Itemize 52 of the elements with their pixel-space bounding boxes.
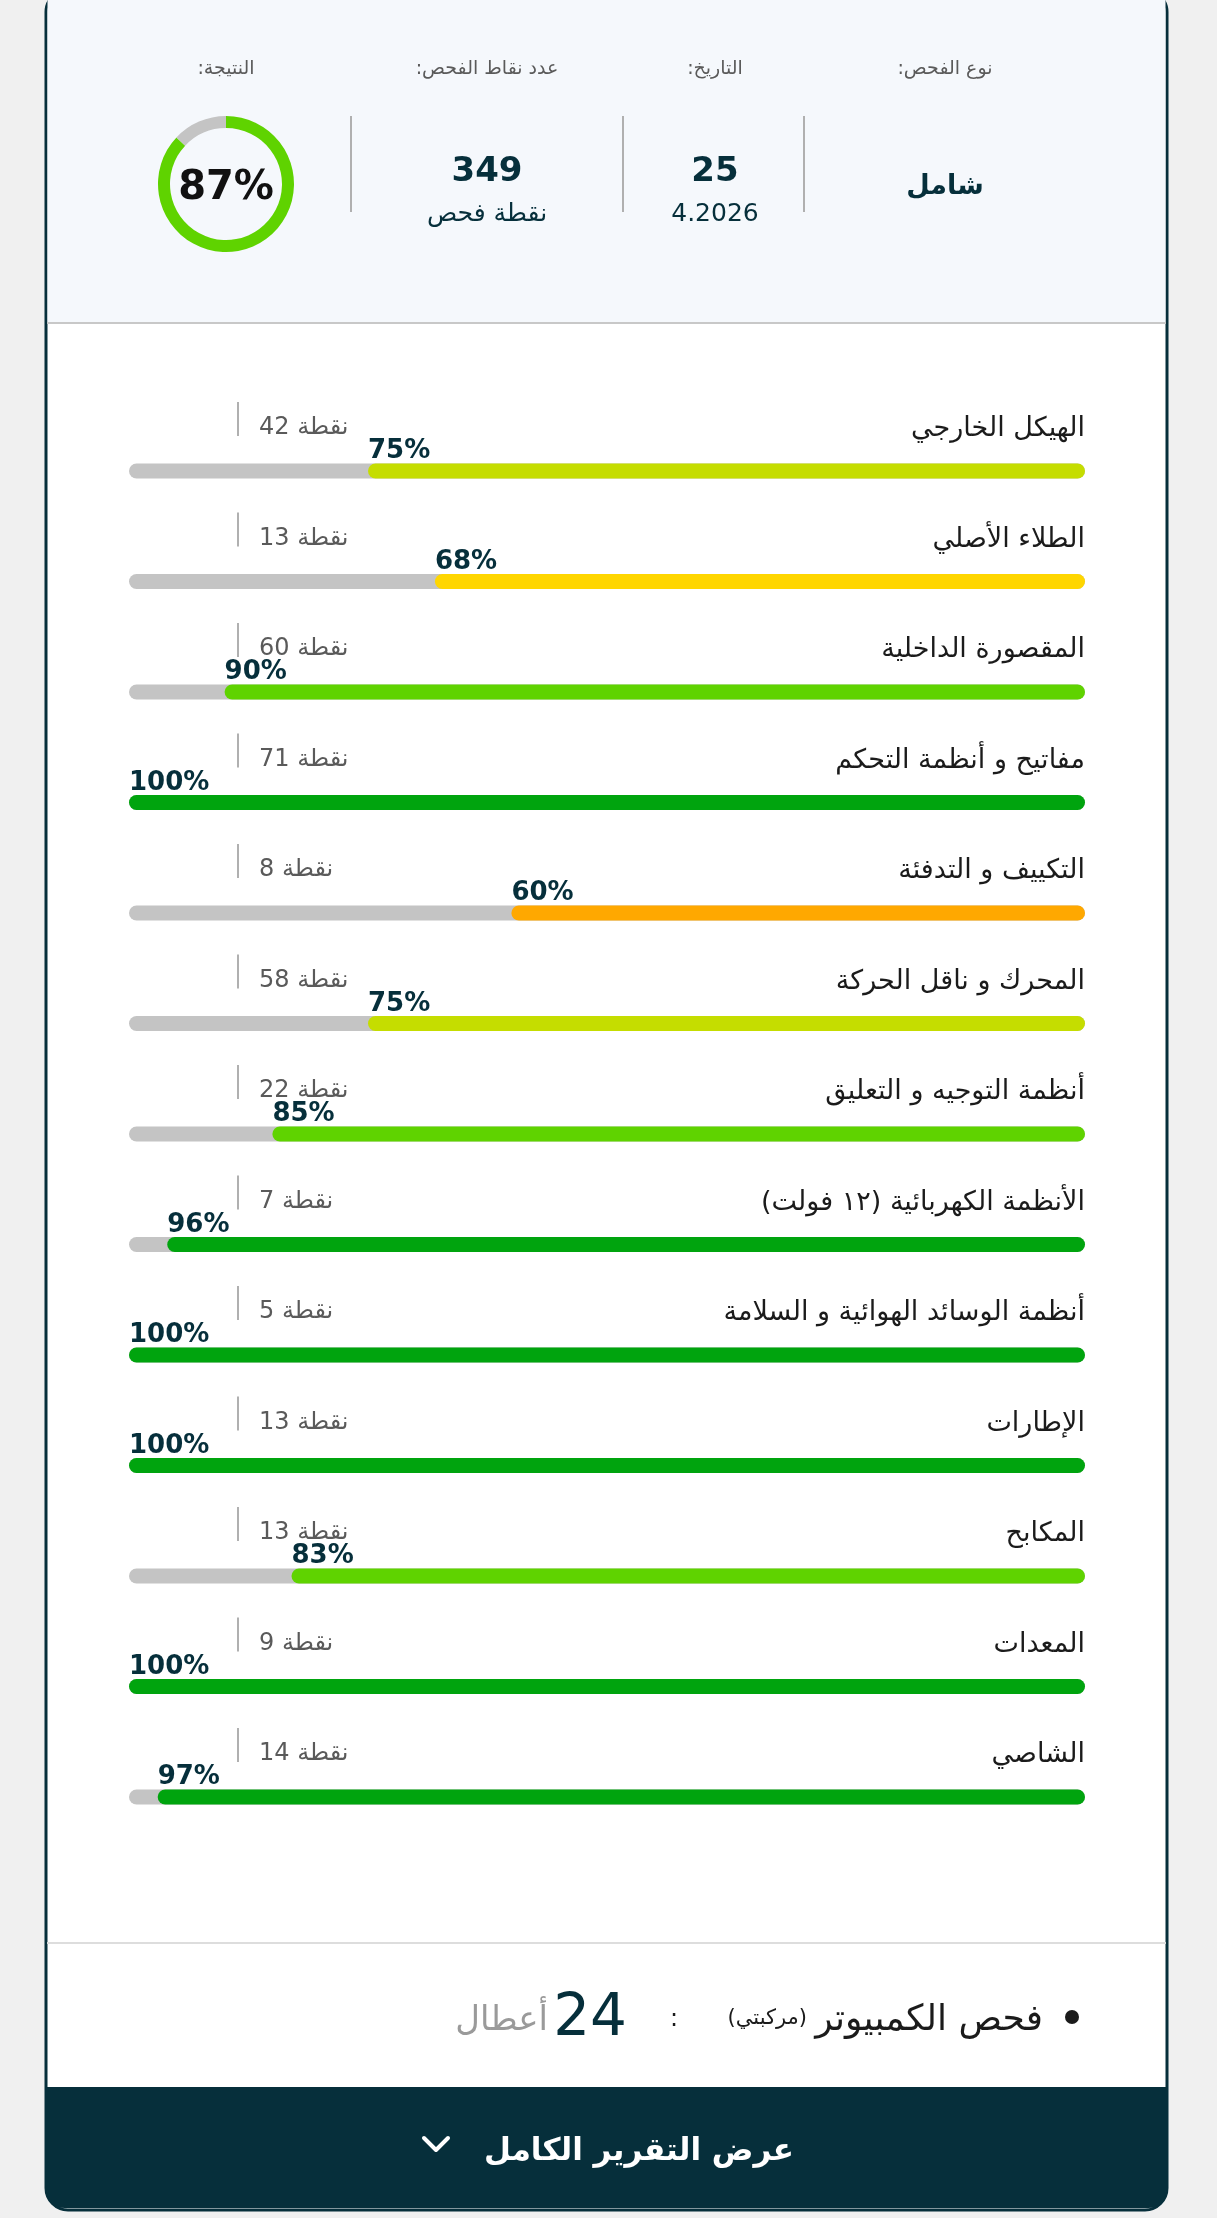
y-tick-label: التكييف و التدفئة — [898, 853, 1085, 885]
y-tick-label: الهيكل الخارجي — [911, 411, 1085, 443]
data-label: 90% — [224, 655, 287, 685]
data-label: 68% — [434, 544, 498, 575]
data-label: 100% — [129, 1649, 210, 1680]
data-label: 85% — [272, 1097, 335, 1127]
annotation: 71 نقطة — [259, 743, 349, 772]
annotation: 58 نقطة — [259, 964, 349, 993]
data-label: 100% — [129, 1428, 210, 1459]
text: 25 — [691, 149, 739, 189]
y-tick-label: أنظمة الوسائد الهوائية و السلامة — [723, 1292, 1085, 1327]
text: التاريخ: — [687, 56, 743, 79]
annotation: 7 نقطة — [259, 1185, 334, 1214]
y-tick-label: مفاتيح و أنظمة التحكم — [835, 739, 1085, 775]
chart-title: النتيجة: — [197, 56, 255, 78]
data-label: 87% — [178, 162, 274, 208]
data-label: 97% — [157, 1760, 220, 1790]
y-tick-label: الشاصي — [991, 1737, 1085, 1769]
text: (مركبتي) — [727, 2005, 807, 2029]
text: نوع الفحص: — [897, 56, 993, 79]
text: 24 — [553, 1981, 627, 2049]
annotation: 5 نقطة — [259, 1296, 334, 1324]
y-tick-label: المحرك و ناقل الحركة — [835, 963, 1085, 996]
text: 349 — [451, 149, 523, 189]
annotation: 9 نقطة — [259, 1627, 334, 1656]
annotation: 42 نقطة — [259, 412, 349, 440]
data-label: 100% — [129, 1318, 210, 1348]
data-label: 75% — [368, 986, 431, 1017]
annotation: 13 نقطة — [259, 522, 349, 551]
text: عدد نقاط الفحص: — [415, 56, 559, 79]
data-label: 96% — [167, 1207, 230, 1238]
text: : — [669, 2004, 678, 2032]
y-tick-label: الأنظمة الكهربائية (١٢ فولت) — [761, 1182, 1085, 1217]
data-label: 100% — [129, 765, 210, 796]
y-tick-label: الإطارات — [986, 1405, 1085, 1438]
text: أعطال — [455, 1996, 548, 2038]
y-tick-label: المقصورة الداخلية — [881, 632, 1085, 664]
data-label: 60% — [511, 876, 574, 906]
data-label: 83% — [291, 1539, 354, 1569]
text: شامل — [906, 169, 984, 200]
annotation: 14 نقطة — [259, 1738, 349, 1766]
data-label: 75% — [368, 434, 431, 464]
text: عرض التقرير الكامل — [484, 2131, 794, 2168]
text: 4.2026 — [671, 198, 759, 227]
y-tick-label: المكابح — [1005, 1516, 1085, 1548]
y-tick-label: المعدات — [993, 1626, 1085, 1658]
y-tick-label: الطلاء الأصلي — [932, 519, 1085, 554]
text: نقطة فحص — [426, 198, 548, 227]
annotation: 8 نقطة — [259, 854, 334, 882]
text: فحص الكمبيوتر — [813, 1997, 1043, 2039]
annotation: 13 نقطة — [259, 1406, 349, 1435]
y-tick-label: أنظمة التوجيه و التعليق — [825, 1071, 1085, 1106]
